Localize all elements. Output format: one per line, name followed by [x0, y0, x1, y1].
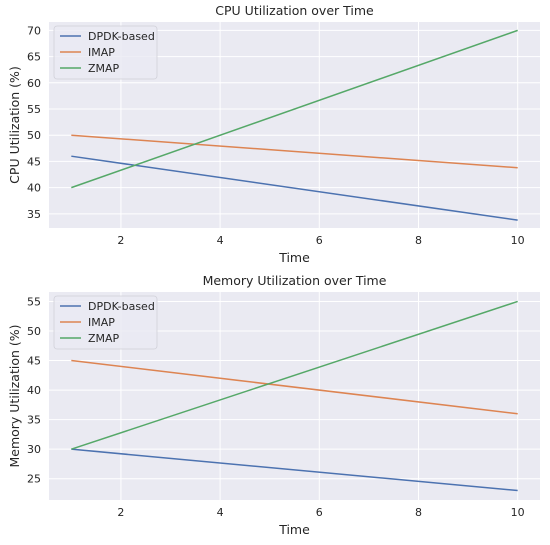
cpu-x-tick-label: 6	[316, 234, 323, 247]
cpu-y-tick-label: 50	[27, 129, 41, 142]
cpu-series-zmap-line	[71, 29, 518, 189]
cpu-y-tick-label: 40	[27, 182, 41, 195]
memory-x-tick-label: 6	[316, 506, 323, 519]
cpu-y-tick-label: 65	[27, 51, 41, 64]
memory-x-tick-label: 8	[415, 506, 422, 519]
cpu-y-tick-label: 55	[27, 103, 41, 116]
memory-x-axis-label: Time	[278, 522, 310, 537]
cpu-y-axis-label: CPU Utilization (%)	[7, 66, 22, 184]
memory-chart-title: Memory Utilization over Time	[203, 273, 387, 288]
cpu-y-tick-label: 60	[27, 77, 41, 90]
memory-legend-label: IMAP	[88, 316, 115, 329]
cpu-x-tick-label: 10	[511, 234, 525, 247]
memory-legend: DPDK-based IMAP ZMAP	[53, 295, 158, 350]
cpu-legend-label: ZMAP	[88, 62, 120, 75]
memory-y-tick-label: 35	[27, 414, 41, 427]
memory-y-tick-label: 40	[27, 384, 41, 397]
memory-series-imap-line	[71, 359, 518, 415]
memory-legend-box	[53, 295, 158, 350]
memory-series-zmap-line	[71, 300, 518, 450]
memory-y-axis-label: Memory Utilization (%)	[7, 324, 22, 467]
cpu-series-dpdk-based-line	[71, 155, 518, 221]
memory-y-tick-label: 50	[27, 325, 41, 338]
cpu-y-tick-label: 70	[27, 24, 41, 37]
memory-y-tick-label: 30	[27, 443, 41, 456]
cpu-x-axis-label: Time	[278, 250, 310, 265]
memory-y-tick-label: 25	[27, 473, 41, 486]
cpu-x-tick-label: 8	[415, 234, 422, 247]
memory-chart: 2 4 6 8 10 25 30 35 40 45 50 55 Memory Utilization o…	[7, 273, 540, 537]
memory-x-tick-label: 4	[217, 506, 224, 519]
cpu-series-imap-line	[71, 134, 518, 169]
cpu-y-tick-label: 45	[27, 155, 41, 168]
memory-series-dpdk-based-line	[71, 448, 518, 492]
cpu-y-tick-label: 35	[27, 208, 41, 221]
memory-y-tick-label: 45	[27, 355, 41, 368]
cpu-x-tick-label: 4	[217, 234, 224, 247]
cpu-legend-label: IMAP	[88, 46, 115, 59]
cpu-legend-label: DPDK-based	[88, 30, 155, 43]
cpu-chart-title: CPU Utilization over Time	[215, 3, 374, 18]
memory-y-tick-label: 55	[27, 295, 41, 308]
cpu-legend-box	[53, 25, 158, 80]
cpu-legend: DPDK-based IMAP ZMAP	[53, 25, 158, 80]
memory-x-tick-label: 2	[117, 506, 124, 519]
memory-legend-label: DPDK-based	[88, 300, 155, 313]
cpu-x-tick-label: 2	[117, 234, 124, 247]
memory-x-tick-label: 10	[511, 506, 525, 519]
memory-legend-label: ZMAP	[88, 332, 120, 345]
cpu-chart: 2 4 6 8 10 35 40 45 50 55 60 65 70 CPU Utilization ov…	[7, 3, 540, 265]
